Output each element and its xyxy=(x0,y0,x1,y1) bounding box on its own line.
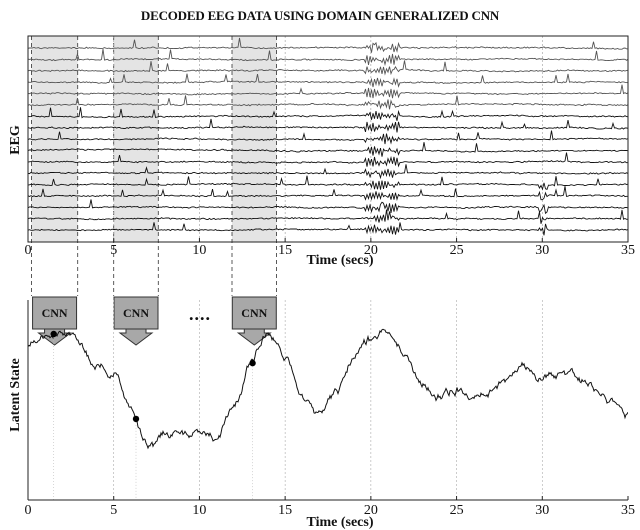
latent-grid xyxy=(113,300,543,500)
latent-tick-label: 20 xyxy=(364,503,378,518)
latent-tick-label: 35 xyxy=(621,503,635,518)
latent-x-ticks: 0 5 10 15 20 25 30 35 xyxy=(25,496,635,518)
eeg-channel-trace xyxy=(28,209,628,224)
latent-markers xyxy=(50,330,256,500)
eeg-channel-trace xyxy=(28,152,628,168)
eeg-channel-trace xyxy=(28,60,628,76)
eeg-tick-label: 20 xyxy=(364,243,378,258)
cnn-block-3: CNN xyxy=(231,296,277,346)
eeg-plot-frame xyxy=(27,35,629,243)
cnn-box xyxy=(32,296,78,330)
eeg-channel-trace xyxy=(28,118,628,133)
eeg-x-ticks: 0 5 10 15 20 25 30 35 xyxy=(25,238,635,258)
figure-title: DECODED EEG DATA USING DOMAIN GENERALIZE… xyxy=(140,8,500,23)
eeg-channel-trace xyxy=(28,199,628,215)
eeg-channel-trace xyxy=(28,222,628,236)
cnn-ellipsis: .... xyxy=(189,304,211,324)
eeg-tick-label: 0 xyxy=(25,243,32,258)
eeg-channel-trace xyxy=(28,186,628,202)
latent-tick-label: 10 xyxy=(192,503,206,518)
latent-plot-area xyxy=(28,328,628,450)
eeg-traces xyxy=(28,37,628,236)
latent-tick-label: 15 xyxy=(278,503,292,518)
latent-tick-label: 25 xyxy=(450,503,464,518)
latent-y-axis-label: Latent State xyxy=(8,358,23,432)
cnn-block-2: CNN xyxy=(113,296,159,346)
cnn-box xyxy=(231,296,277,330)
eeg-window-group xyxy=(31,36,277,296)
eeg-channel-trace xyxy=(28,164,628,180)
latent-x-axis-label: Time (secs) xyxy=(307,515,374,530)
eeg-channel-trace xyxy=(28,142,628,157)
eeg-channel-trace xyxy=(28,37,628,53)
latent-tick-label: 5 xyxy=(110,503,117,518)
cnn-box xyxy=(113,296,159,330)
latent-marker-1 xyxy=(50,330,57,338)
latent-marker-3 xyxy=(249,359,256,367)
eeg-x-axis-label: Time (secs) xyxy=(307,253,374,268)
cnn-blocks: CNN CNN CNN xyxy=(32,296,277,346)
eeg-y-axis-label: EEG xyxy=(8,125,23,155)
cnn-label: CNN xyxy=(241,306,267,320)
eeg-channel-trace xyxy=(28,84,628,99)
cnn-label: CNN xyxy=(42,306,68,320)
eeg-channel-trace xyxy=(28,73,628,88)
latent-tick-label: 30 xyxy=(535,503,549,518)
eeg-tick-label: 30 xyxy=(535,243,549,258)
latent-tick-label: 0 xyxy=(25,503,32,518)
cnn-block-1: CNN xyxy=(32,296,78,346)
latent-state-line xyxy=(28,328,628,450)
cnn-arrow xyxy=(118,328,154,346)
eeg-channel-trace xyxy=(28,95,628,110)
eeg-channel-trace xyxy=(28,49,628,67)
cnn-label: CNN xyxy=(123,306,149,320)
eeg-tick-label: 15 xyxy=(278,243,292,258)
eeg-tick-label: 25 xyxy=(450,243,464,258)
eeg-panel: 0 5 10 15 20 25 30 35 Time (secs) EEG xyxy=(8,35,635,296)
eeg-channel-trace xyxy=(28,130,628,145)
latent-panel: 0 5 10 15 20 25 30 35 Time (secs) Latent State xyxy=(8,300,635,530)
eeg-channel-trace xyxy=(28,107,628,121)
latent-marker-2 xyxy=(132,415,140,423)
eeg-tick-label: 5 xyxy=(110,243,117,258)
eeg-channel-trace xyxy=(28,175,628,191)
eeg-tick-label: 35 xyxy=(621,243,635,258)
eeg-tick-label: 10 xyxy=(192,243,206,258)
